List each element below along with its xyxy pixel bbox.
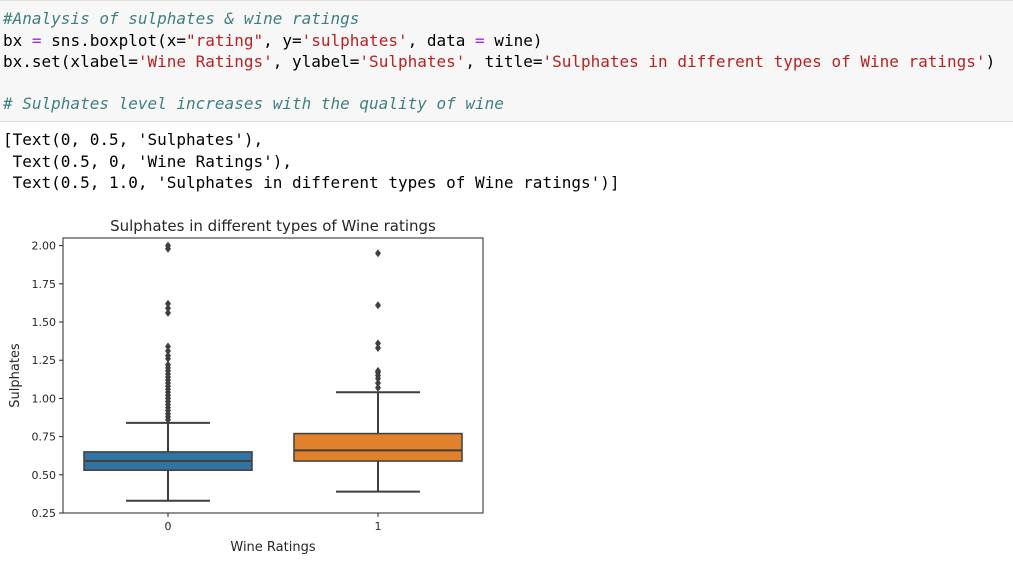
output-line: Text(0.5, 0, 'Wine Ratings'),	[3, 152, 292, 171]
y-tick-label: 1.00	[32, 392, 57, 405]
boxplot-chart: Sulphates in different types of Wine rat…	[8, 217, 484, 555]
outlier-point	[165, 304, 171, 313]
code-token: , ylabel=	[272, 52, 360, 71]
code-cell[interactable]: #Analysis of sulphates & wine ratings bx…	[0, 0, 1013, 122]
code-string: 'Wine Ratings'	[137, 52, 273, 71]
outlier-point	[375, 379, 381, 388]
output-area: [Text(0, 0.5, 'Sulphates'), Text(0.5, 0,…	[0, 122, 1013, 567]
y-tick-label: 2.00	[32, 240, 57, 253]
code-line-2: bx = sns.boxplot(x="rating", y='sulphate…	[3, 31, 542, 51]
code-operator: =	[22, 31, 52, 50]
code-string: 'Sulphates'	[359, 52, 466, 71]
x-tick-label: 1	[375, 520, 382, 533]
code-line-1: #Analysis of sulphates & wine ratings	[3, 9, 359, 29]
code-string: "rating"	[186, 31, 264, 50]
code-token: bx.set(xlabel=	[3, 52, 138, 71]
y-tick-label: 1.75	[32, 278, 57, 291]
outlier-point	[165, 299, 171, 308]
x-tick-label: 0	[165, 520, 172, 533]
outlier-point	[375, 249, 381, 258]
code-token: , title=	[465, 52, 543, 71]
code-token: , y=	[263, 31, 302, 50]
code-token: sns.boxplot(x=	[51, 31, 187, 50]
code-operator: =	[475, 31, 485, 50]
y-tick-label: 1.50	[32, 316, 57, 329]
outlier-point	[165, 308, 171, 317]
y-axis-label: Sulphates	[8, 343, 23, 408]
x-axis-label: Wine Ratings	[230, 540, 315, 555]
code-line-5: # Sulphates level increases with the qua…	[3, 94, 504, 114]
outlier-point	[375, 366, 381, 375]
code-line-3: bx.set(xlabel='Wine Ratings', ylabel='Su…	[3, 52, 995, 72]
outlier-point	[375, 383, 381, 392]
outlier-point	[165, 351, 171, 360]
y-tick-label: 0.25	[32, 507, 57, 520]
outlier-point	[375, 339, 381, 348]
code-comment: # Sulphates level increases with the qua…	[3, 94, 504, 113]
outlier-point	[375, 301, 381, 310]
code-token: )	[985, 52, 996, 71]
code-string: 'Sulphates in different types of Wine ra…	[542, 52, 986, 71]
outlier-point	[165, 241, 171, 250]
code-token: , data	[407, 31, 476, 50]
code-token: wine)	[484, 31, 543, 50]
outlier-point	[375, 344, 381, 352]
y-tick-label: 0.75	[32, 431, 57, 444]
plot-frame	[62, 237, 484, 514]
code-string: 'sulphates'	[301, 31, 408, 50]
outlier-point	[165, 347, 171, 356]
output-line: [Text(0, 0.5, 'Sulphates'),	[3, 130, 264, 149]
outlier-point	[165, 360, 171, 369]
output-line: Text(0.5, 1.0, 'Sulphates in different t…	[3, 173, 620, 192]
code-comment: #Analysis of sulphates & wine ratings	[3, 9, 360, 28]
y-tick-label: 0.50	[32, 469, 57, 482]
chart-title: Sulphates in different types of Wine rat…	[110, 217, 436, 235]
box-1	[293, 432, 463, 462]
y-tick-label: 1.25	[32, 354, 57, 367]
outlier-point	[165, 342, 171, 351]
code-token: bx	[3, 31, 23, 50]
